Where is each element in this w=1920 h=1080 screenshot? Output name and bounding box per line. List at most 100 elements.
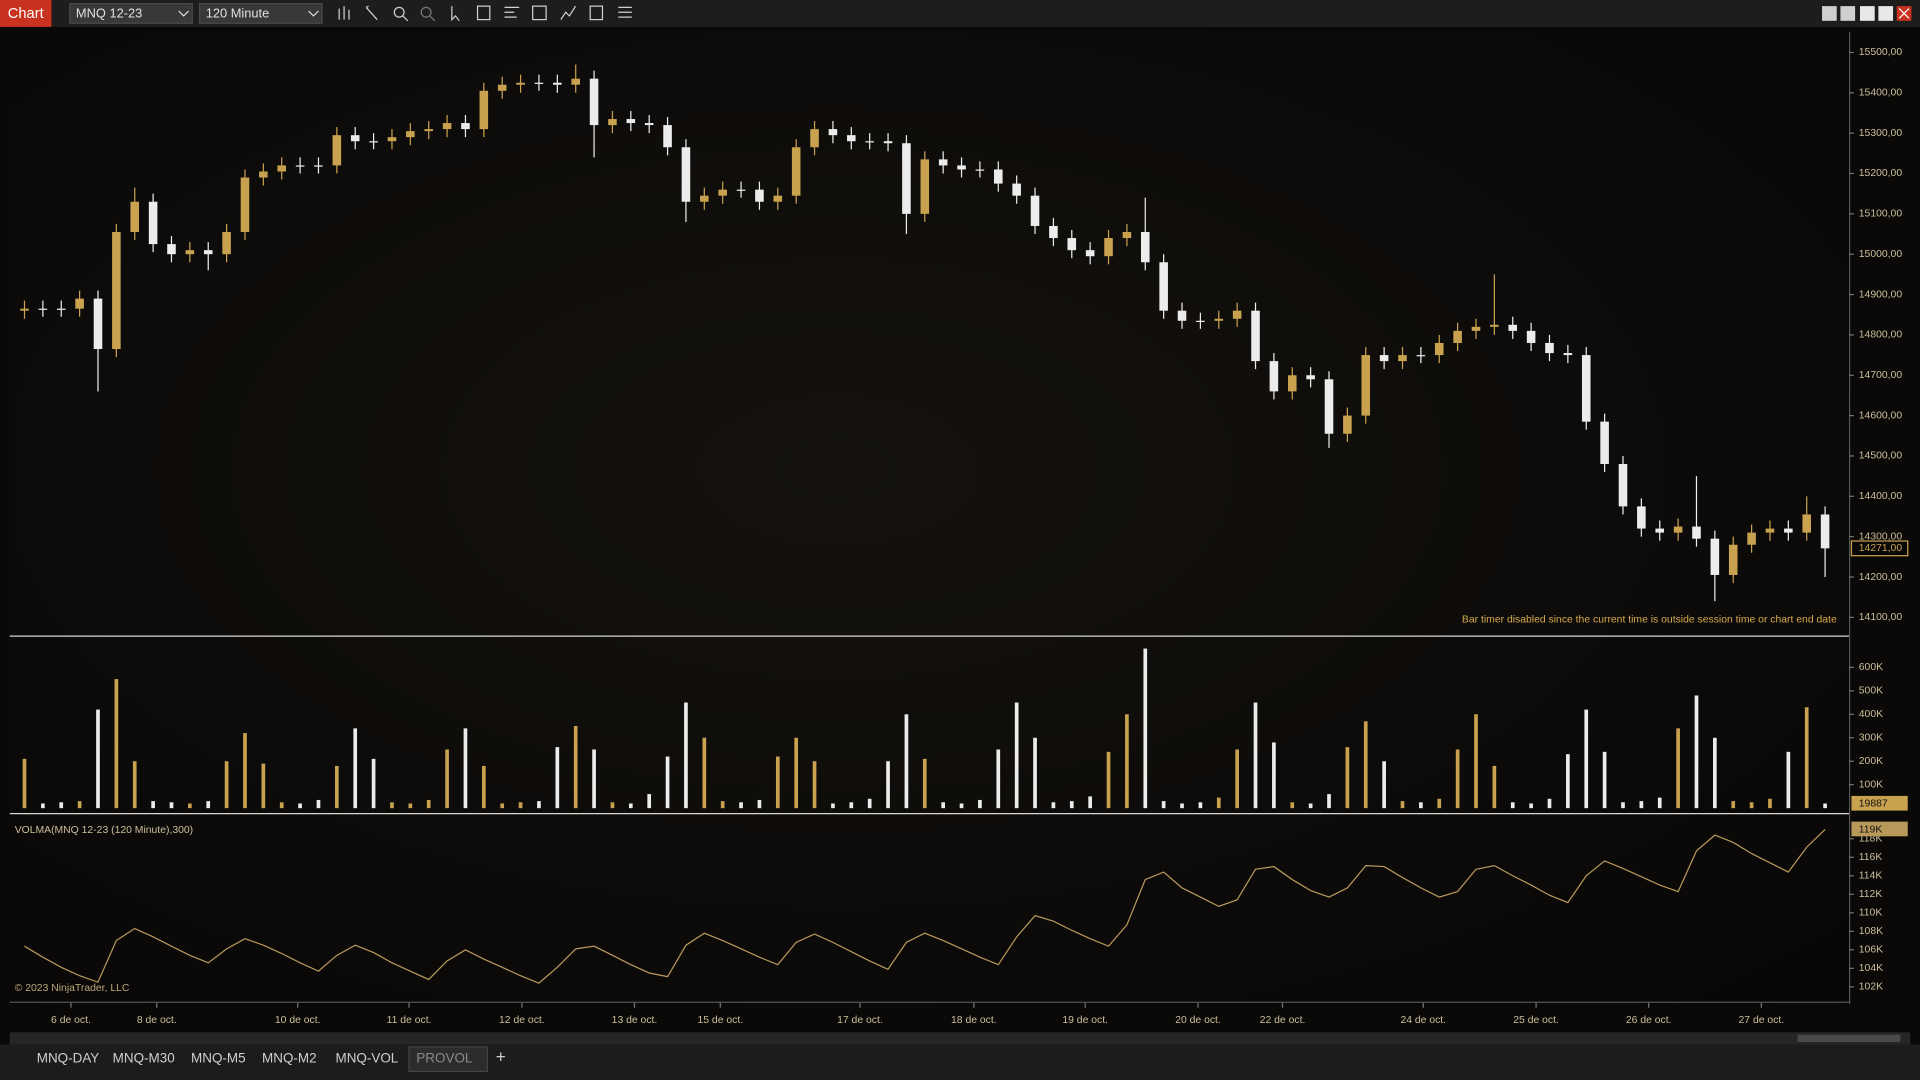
y-tick-label: 14600,00	[1859, 410, 1903, 421]
volume-bar	[261, 763, 266, 809]
candle-body	[1747, 532, 1756, 545]
y-tick-label: 14100,00	[1859, 612, 1903, 623]
candle-body	[791, 147, 801, 196]
candle-body	[369, 141, 378, 143]
candle-body	[350, 135, 360, 142]
candle-body	[1453, 330, 1462, 343]
volume-bar	[647, 794, 652, 809]
strategies-icon[interactable]	[504, 6, 520, 18]
y-tick-label: 104K	[1859, 963, 1883, 974]
y-tick-label: 14400,00	[1859, 491, 1903, 502]
volume-bar	[1033, 737, 1037, 809]
interval: 120 Minute	[206, 5, 270, 20]
tile-button[interactable]	[1840, 6, 1856, 21]
tab[interactable]	[328, 1046, 407, 1072]
y-tick-label: 102K	[1859, 982, 1883, 993]
volume-bar	[720, 801, 725, 809]
draw-icon[interactable]	[365, 5, 378, 21]
zoom-in-icon[interactable]	[393, 6, 405, 18]
volume-bar	[1731, 801, 1736, 809]
tab-label: MNQ-M5	[191, 1051, 246, 1066]
price-marker-label: 14271,00	[1859, 543, 1903, 554]
y-tick-label: 114K	[1859, 871, 1883, 882]
instrument-select[interactable]	[69, 3, 193, 24]
candle-body	[626, 119, 636, 124]
instrument: MNQ 12-23	[76, 5, 142, 20]
volume-bar	[1621, 802, 1625, 809]
candle-body	[589, 78, 599, 126]
candle-body	[1159, 262, 1168, 311]
candle-body	[442, 123, 452, 130]
tab[interactable]	[29, 1046, 108, 1072]
candle-body	[1545, 342, 1554, 354]
volume-bar	[1400, 801, 1405, 809]
volume-bar	[739, 802, 743, 809]
price-marker	[1850, 540, 1909, 557]
y-tick-label: 14900,00	[1859, 289, 1903, 300]
tile-button[interactable]	[1822, 6, 1837, 21]
candle-body	[424, 129, 433, 132]
volume-bar	[1290, 802, 1295, 809]
volume-bar	[1382, 761, 1386, 809]
tab[interactable]	[408, 1046, 488, 1073]
indicator-icon[interactable]	[560, 5, 577, 20]
volume-bar	[610, 802, 615, 809]
candle-body	[1232, 310, 1242, 319]
volume-bar	[1363, 721, 1368, 809]
y-tick-label: 15300,00	[1859, 128, 1903, 139]
candle-body	[700, 195, 709, 202]
x-tick-label: 6 de oct.	[51, 1015, 91, 1026]
tab-label: MNQ-VOL	[336, 1051, 399, 1066]
candle-body	[1526, 330, 1536, 343]
interval-select[interactable]	[198, 3, 323, 24]
add-tab[interactable]: +	[496, 1046, 506, 1066]
volume-bar	[1419, 802, 1423, 809]
candle-body	[1673, 526, 1683, 533]
volume-bar	[500, 803, 505, 809]
candle-body	[387, 137, 397, 142]
pointer-icon[interactable]	[451, 6, 460, 22]
volume-bar	[96, 709, 100, 809]
volume-bar	[445, 749, 449, 809]
tab-label: MNQ-M30	[113, 1051, 175, 1066]
candle-body	[553, 82, 562, 85]
candle-body	[222, 232, 231, 255]
volume-bar	[592, 749, 596, 809]
volume-bar	[812, 761, 817, 809]
volume-bar	[1474, 714, 1478, 809]
chart-button[interactable]	[0, 0, 52, 27]
bars-icon[interactable]	[338, 6, 350, 20]
minimize-button[interactable]	[1860, 6, 1875, 21]
tabs: MNQ-DAY MNQ-M30 MNQ-M5 MNQ-M2 MNQ-VOL PROVOL +	[29, 1046, 506, 1073]
tab[interactable]	[183, 1046, 263, 1072]
candle-body	[203, 250, 213, 255]
volume-bar	[463, 728, 468, 809]
zoom-out-icon[interactable]	[420, 6, 432, 18]
y-tick-label: 300K	[1859, 733, 1883, 744]
y-tick-label: 200K	[1859, 756, 1883, 767]
candle-body	[975, 169, 985, 171]
close-x	[1898, 8, 1910, 19]
y-tick-label: 15500,00	[1859, 47, 1903, 58]
volume-bar	[1272, 742, 1276, 809]
tab[interactable]	[105, 1046, 184, 1072]
candle-body	[1140, 232, 1150, 263]
maximize-button[interactable]	[1878, 6, 1894, 21]
candle-body	[1563, 353, 1573, 356]
candle-body	[112, 232, 121, 350]
calc-icon[interactable]	[589, 5, 604, 21]
volume-bar	[1327, 794, 1331, 809]
tab[interactable]	[254, 1046, 334, 1072]
list-icon[interactable]	[618, 6, 632, 18]
scrollbar[interactable]	[9, 1032, 1911, 1045]
snapshot-icon[interactable]	[532, 5, 547, 21]
candle-body	[1398, 355, 1407, 362]
volume-bar	[1676, 728, 1680, 809]
scroll-thumb[interactable]	[1797, 1034, 1901, 1043]
props-icon[interactable]	[476, 5, 491, 21]
candle-body	[167, 244, 176, 255]
candle-body	[1012, 183, 1021, 196]
volma-line	[24, 829, 1826, 984]
